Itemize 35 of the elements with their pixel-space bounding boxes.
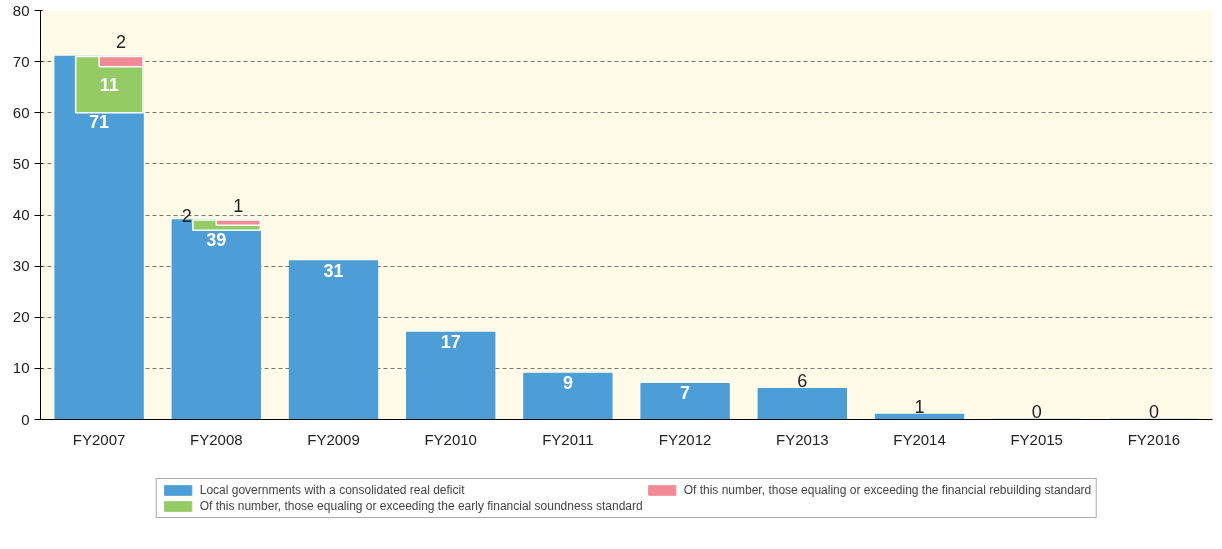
y-tick-label: 30 [12,257,30,275]
x-tick-label: FY2010 [424,430,477,448]
data-label: 1 [914,396,925,417]
legend-label: Of this number, those equaling or exceeding the early financial soundness standard [199,498,643,513]
y-tick-label: 20 [12,308,30,326]
data-label: 6 [797,371,808,392]
y-tick-label: 0 [21,410,30,428]
y-tick-label: 50 [12,154,30,172]
data-label: 2 [116,32,127,53]
data-label: 1 [233,195,244,216]
x-tick-label: FY2014 [893,430,946,448]
data-label: 17 [440,332,461,353]
legend-label: Of this number, those equaling or exceeding the financial rebuilding standard [683,482,1092,497]
x-tick-label: FY2016 [1127,430,1181,448]
y-tick-label: 10 [12,359,30,377]
x-tick-label: FY2009 [307,430,360,448]
legend-label: Local governments with a consolidated real deficit [199,482,465,497]
y-tick-label: 40 [12,206,30,223]
data-label: 39 [206,229,227,250]
y-tick-label: 80 [12,1,30,19]
data-label: 0 [1148,401,1159,422]
data-label: 0 [1031,401,1042,422]
data-label: 9 [562,373,573,394]
x-tick-label: FY2015 [1010,430,1063,448]
data-label: 31 [323,260,344,281]
x-tick-label: FY2007 [72,430,126,448]
data-label: 71 [89,112,110,133]
x-tick-label: FY2013 [776,430,829,448]
data-label: 7 [680,383,691,404]
x-tick-label: FY2008 [190,430,243,448]
y-tick-label: 60 [12,103,30,121]
x-tick-label: FY2011 [542,430,594,448]
y-tick-label: 70 [12,52,30,70]
data-label: 11 [99,75,119,96]
x-tick-label: FY2012 [658,430,712,448]
